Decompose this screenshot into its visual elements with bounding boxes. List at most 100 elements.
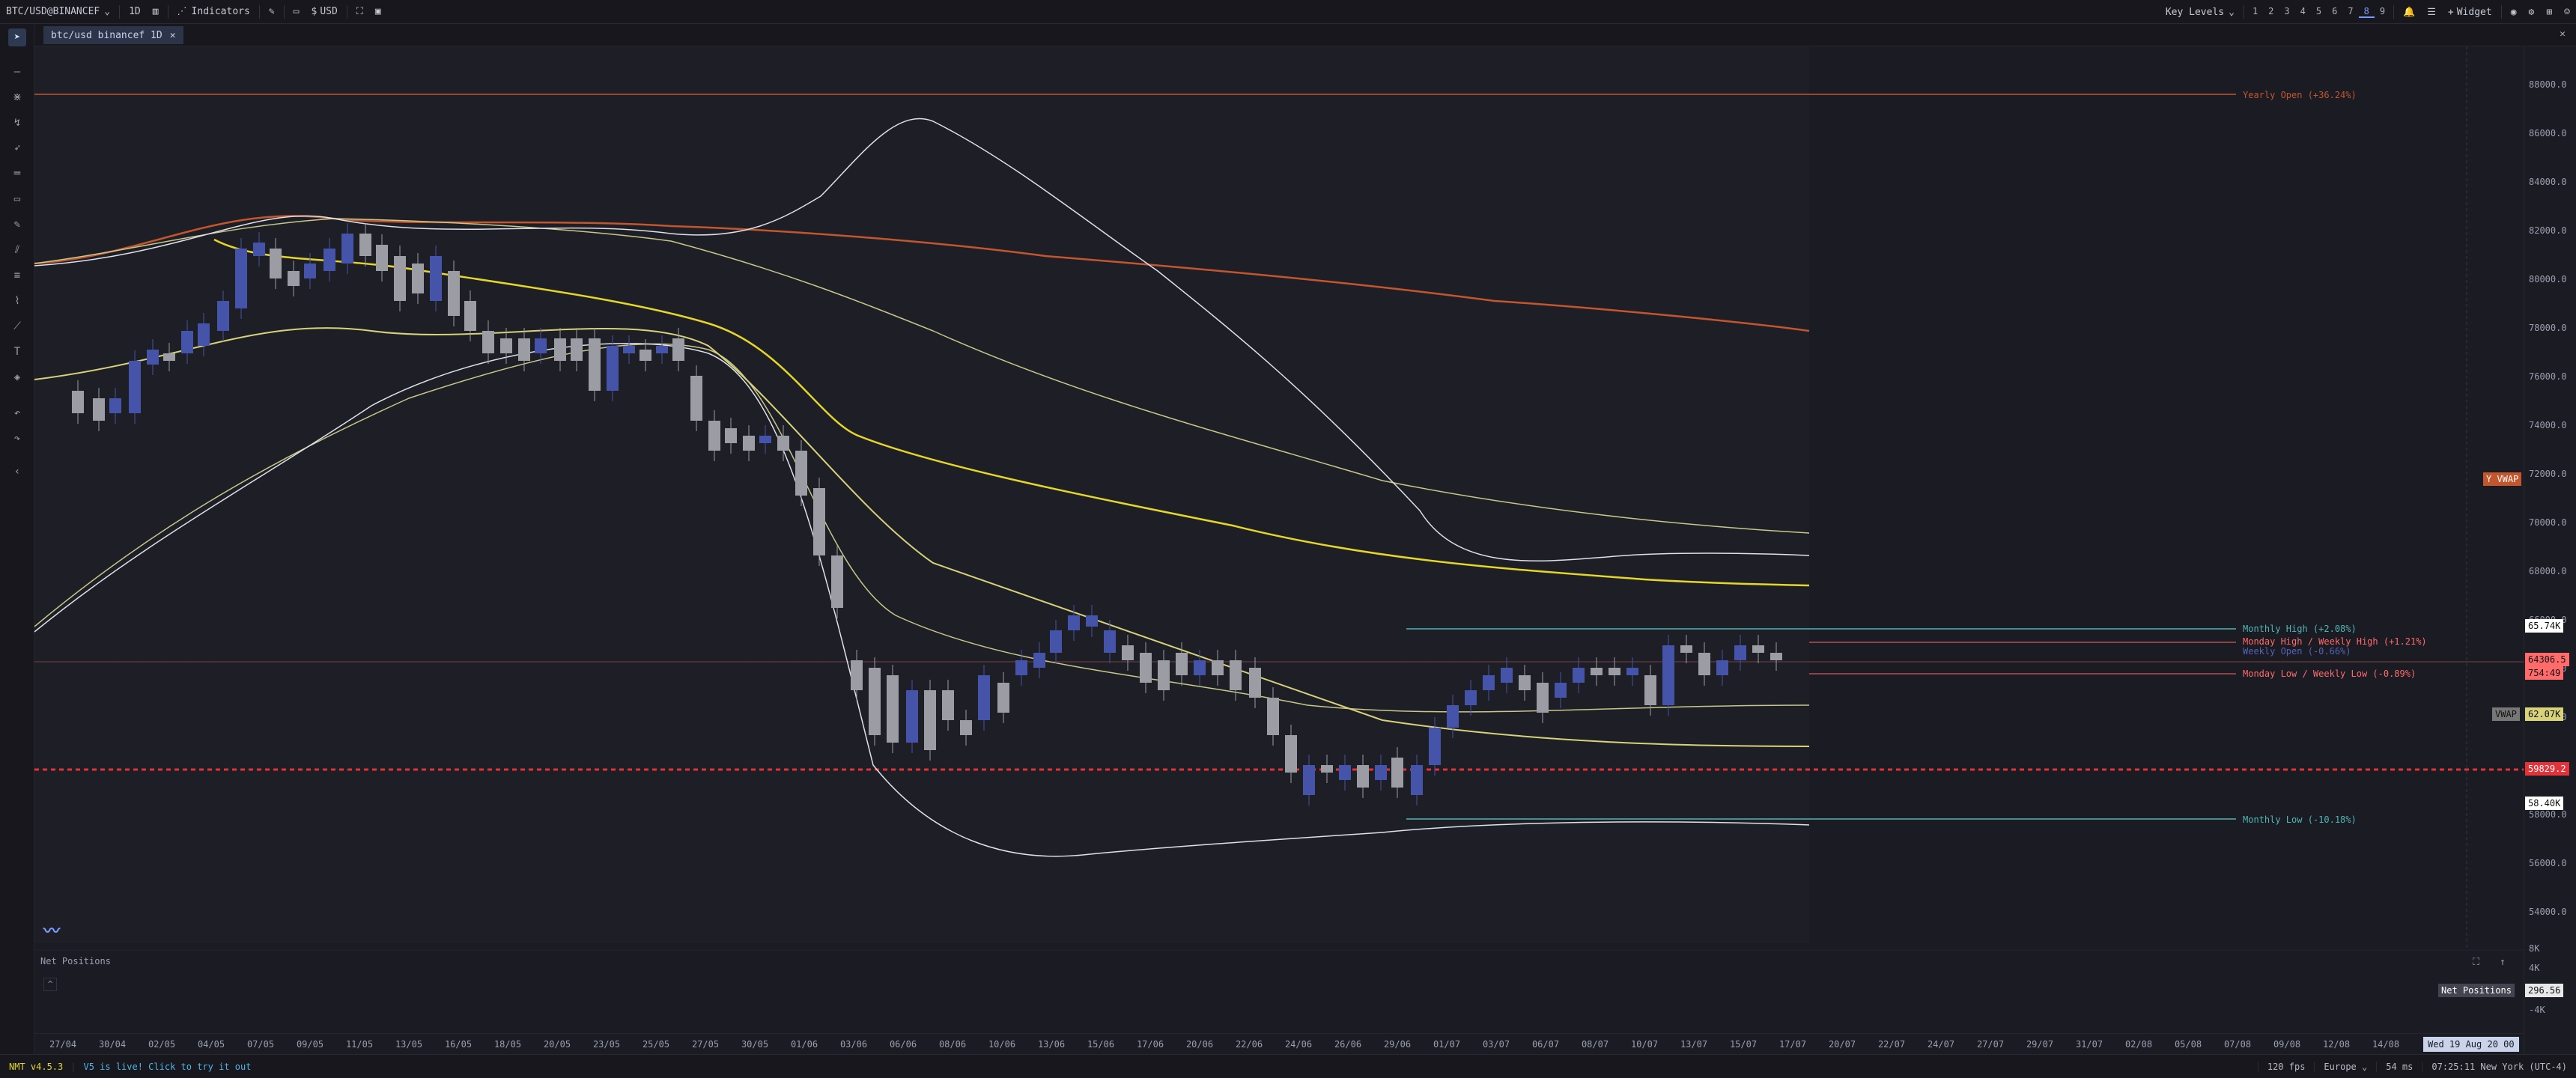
candle-body: [960, 720, 972, 735]
collapse-indicator-icon[interactable]: ^: [43, 978, 57, 991]
path-icon[interactable]: ↯: [13, 117, 21, 129]
network-icon[interactable]: ⊞: [2546, 6, 2553, 18]
layout-2[interactable]: 2: [2268, 6, 2274, 16]
price-tick: 80000.0: [2529, 274, 2567, 284]
bell-icon[interactable]: 🔔: [2403, 6, 2416, 18]
layout-4[interactable]: 4: [2300, 6, 2306, 16]
trend-tool-icon[interactable]: ⋇: [13, 91, 22, 103]
cursor-icon[interactable]: ➤: [8, 28, 26, 46]
candle-body: [997, 683, 1009, 713]
symbol-selector[interactable]: BTC/USD@BINANCEF ⌄: [0, 0, 116, 24]
gear-icon[interactable]: ⚙: [2528, 6, 2535, 18]
plot-bg: [34, 46, 1809, 943]
time-tick: 06/07: [1531, 1039, 1560, 1050]
candle-body: [72, 391, 84, 413]
candle-type-icon[interactable]: ▥: [152, 6, 159, 17]
interval-selector[interactable]: 1D: [129, 6, 141, 17]
pencil-icon[interactable]: ✎: [268, 6, 275, 17]
fullscreen-icon[interactable]: ⛶: [356, 6, 363, 17]
save-icon[interactable]: ▣: [374, 6, 381, 17]
price-tick: 68000.0: [2529, 566, 2567, 576]
layout-8[interactable]: 8: [2358, 6, 2375, 18]
divider: [119, 4, 121, 19]
bb-upper-line: [34, 118, 1810, 562]
chevron-down-icon: ⌄: [2229, 6, 2235, 18]
candle-body: [1249, 668, 1261, 698]
layers-icon[interactable]: ◈: [13, 371, 21, 383]
fib-icon[interactable]: ⫽: [14, 244, 20, 256]
announcement-link[interactable]: V5 is live! Click to try it out: [83, 1061, 252, 1072]
time-tick: 02/08: [2124, 1039, 2153, 1050]
candle-body: [554, 338, 566, 361]
divider: [2500, 5, 2502, 19]
time-tick: 29/06: [1383, 1039, 1412, 1050]
layout-3[interactable]: 3: [2284, 6, 2290, 16]
candle-body: [1033, 653, 1045, 668]
key-levels-selector[interactable]: Key Levels ⌄: [2160, 0, 2241, 24]
time-tick: 20/07: [1828, 1039, 1856, 1050]
time-axis[interactable]: 27/04 30/04 02/05 04/05 07/05 09/05 11/05 13/05…: [34, 1033, 2524, 1054]
undo-icon[interactable]: ↶: [13, 407, 21, 419]
measure-icon[interactable]: ⟋: [13, 320, 21, 332]
price-axis[interactable]: 88000.0 86000.0 84000.0 82000.0 80000.0 78000…: [2524, 46, 2576, 1054]
time-tick: 22/06: [1235, 1039, 1263, 1050]
ruler-icon[interactable]: ⌇: [14, 295, 20, 307]
layout-5[interactable]: 5: [2315, 6, 2322, 16]
brush-icon[interactable]: ✎: [13, 219, 21, 231]
time-tick: 01/06: [790, 1039, 818, 1050]
user-icon[interactable]: ☺: [2564, 6, 2570, 18]
time-tick: 23/05: [592, 1039, 621, 1050]
redo-icon[interactable]: ↷: [13, 433, 21, 445]
time-tick: 27/07: [1976, 1039, 2005, 1050]
time-tick: 12/08: [2322, 1039, 2351, 1050]
time-tick: 10/07: [1630, 1039, 1659, 1050]
horizontal-line-icon[interactable]: —: [13, 66, 21, 78]
candle-body: [323, 249, 335, 271]
divider: [283, 4, 285, 19]
candle-body: [1086, 615, 1098, 627]
candle-body: [1303, 765, 1315, 795]
chart-tab[interactable]: btc/usd binancef 1D ✕: [43, 26, 183, 44]
candle-body: [1644, 675, 1656, 705]
text-icon[interactable]: T: [13, 346, 21, 358]
indicator-tick: 4K: [2529, 963, 2540, 973]
layout-1[interactable]: 1: [2252, 6, 2258, 16]
vwap-line: [34, 326, 1810, 747]
close-icon[interactable]: ✕: [169, 29, 176, 41]
pane-up-icon[interactable]: ↑: [2500, 957, 2506, 968]
candle-body: [235, 249, 247, 308]
list-icon[interactable]: ☰: [2427, 6, 2436, 18]
candle-body: [1122, 645, 1134, 660]
layout-7[interactable]: 7: [2348, 6, 2354, 16]
yearly-open-label: Yearly Open (+36.24%): [2243, 90, 2357, 100]
monday-high-label: Monday High / Weekly High (+1.21%): [2243, 636, 2427, 647]
layout-6[interactable]: 6: [2332, 6, 2338, 16]
indicators-button[interactable]: ⋰ Indicators: [171, 0, 256, 24]
folder-icon[interactable]: ▭: [293, 6, 300, 17]
region-selector[interactable]: Europe ⌄: [2314, 1062, 2376, 1072]
time-tick: 30/05: [741, 1039, 769, 1050]
layout-9[interactable]: 9: [2379, 6, 2386, 16]
candle-body: [394, 256, 406, 301]
arrow-icon[interactable]: ➶: [13, 142, 21, 154]
widget-button[interactable]: + Widget: [2442, 0, 2498, 24]
price-chart[interactable]: [34, 46, 2524, 951]
candle-body: [430, 256, 442, 301]
currency-selector[interactable]: $ USD: [305, 0, 343, 24]
rectangle-icon[interactable]: ▭: [13, 193, 21, 205]
alert-price-tag[interactable]: 59829.2: [2525, 762, 2569, 776]
pitchfork-icon[interactable]: ≡: [13, 270, 21, 281]
candle-body: [1158, 660, 1170, 690]
top-toolbar: BTC/USD@BINANCEF ⌄ 1D ▥ ⋰ Indicators ✎ ▭…: [0, 0, 2576, 24]
chart-canvas[interactable]: [34, 46, 2524, 951]
camera-icon[interactable]: ◉: [2510, 6, 2517, 18]
candle-body: [831, 555, 843, 608]
collapse-icon[interactable]: ‹: [13, 466, 21, 478]
close-icon[interactable]: ✕: [2560, 28, 2566, 40]
candle-body: [656, 346, 668, 353]
time-tick: 13/06: [1037, 1039, 1066, 1050]
candle-body: [253, 243, 265, 256]
price-tick: 78000.0: [2529, 323, 2567, 333]
parallel-icon[interactable]: ═: [13, 168, 21, 180]
maximize-pane-icon[interactable]: ⛶: [2473, 957, 2480, 968]
